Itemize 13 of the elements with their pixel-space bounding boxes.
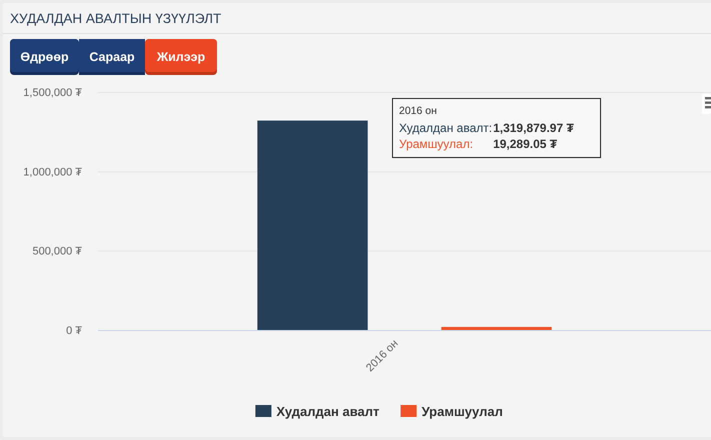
legend-label: Худалдан авалт xyxy=(276,404,380,419)
active-period-button: Жилээр xyxy=(145,39,217,75)
period-button: Сараар xyxy=(79,39,145,75)
y-tick-label: 1,000,000 ₮ xyxy=(23,166,82,178)
legend-label: Урамшуулал xyxy=(422,404,503,419)
y-tick-label: 0 ₮ xyxy=(66,325,82,337)
text: Урамшуулал: 19,289.05 ₮ xyxy=(399,137,558,151)
annotation: Худалдан авалт:1,319,879.97 ₮ xyxy=(399,121,574,135)
y-tick-label: 1,500,000 ₮ xyxy=(23,87,82,99)
period-button: Өдрөөр xyxy=(10,39,79,75)
y-tick-label: 500,000 ₮ xyxy=(32,246,82,258)
annotation: 2016 он xyxy=(399,105,438,117)
chart-title: ХУДАЛДАН АВАЛТЫН ҮЗҮҮЛЭЛТ xyxy=(10,11,222,26)
